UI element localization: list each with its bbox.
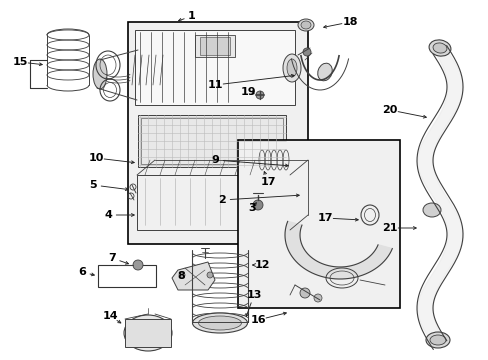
Text: 11: 11 [207,80,223,90]
Text: 9: 9 [211,155,219,165]
Ellipse shape [130,320,165,346]
Text: 14: 14 [102,311,118,321]
Text: 2: 2 [218,195,225,205]
Text: 17: 17 [260,177,275,187]
Circle shape [179,272,184,278]
Circle shape [290,161,298,169]
Text: 17: 17 [317,213,332,223]
Text: 3: 3 [248,203,255,213]
Polygon shape [137,175,289,230]
Bar [195,35,235,57]
Circle shape [303,48,310,56]
Circle shape [313,294,321,302]
Ellipse shape [251,204,287,236]
Ellipse shape [428,40,450,56]
Ellipse shape [429,335,445,345]
Bar [128,22,307,244]
Ellipse shape [432,43,446,53]
Ellipse shape [124,315,172,351]
Text: 21: 21 [382,223,397,233]
Ellipse shape [198,316,241,330]
Ellipse shape [301,21,310,29]
Circle shape [252,200,263,210]
Ellipse shape [192,313,247,333]
Ellipse shape [245,199,293,241]
Ellipse shape [258,209,282,231]
Circle shape [133,260,142,270]
Text: 12: 12 [254,260,269,270]
Text: 20: 20 [382,105,397,115]
Bar [238,140,399,308]
Ellipse shape [297,19,313,31]
Circle shape [206,272,213,278]
Circle shape [299,288,309,298]
Ellipse shape [93,59,107,89]
Text: 13: 13 [246,290,261,300]
Ellipse shape [137,325,159,341]
Text: 15: 15 [12,57,28,67]
Ellipse shape [283,54,301,82]
Text: 18: 18 [342,17,357,27]
Ellipse shape [422,203,440,217]
Bar [141,118,283,164]
Bar [200,37,229,55]
Circle shape [256,91,264,99]
Text: 10: 10 [88,153,103,163]
Text: 4: 4 [104,210,112,220]
Bar [125,319,171,347]
Text: 7: 7 [108,253,116,263]
Polygon shape [172,262,215,290]
Circle shape [299,195,309,205]
Text: 16: 16 [250,315,265,325]
Polygon shape [285,221,391,279]
Text: 5: 5 [89,180,97,190]
Text: 19: 19 [240,87,255,97]
Ellipse shape [286,59,296,77]
Ellipse shape [425,332,449,348]
Bar [98,265,156,287]
Ellipse shape [317,63,331,81]
Text: 6: 6 [78,267,86,277]
Bar [138,115,285,167]
Polygon shape [135,30,294,105]
Text: 8: 8 [177,271,184,281]
Text: 1: 1 [188,11,196,21]
